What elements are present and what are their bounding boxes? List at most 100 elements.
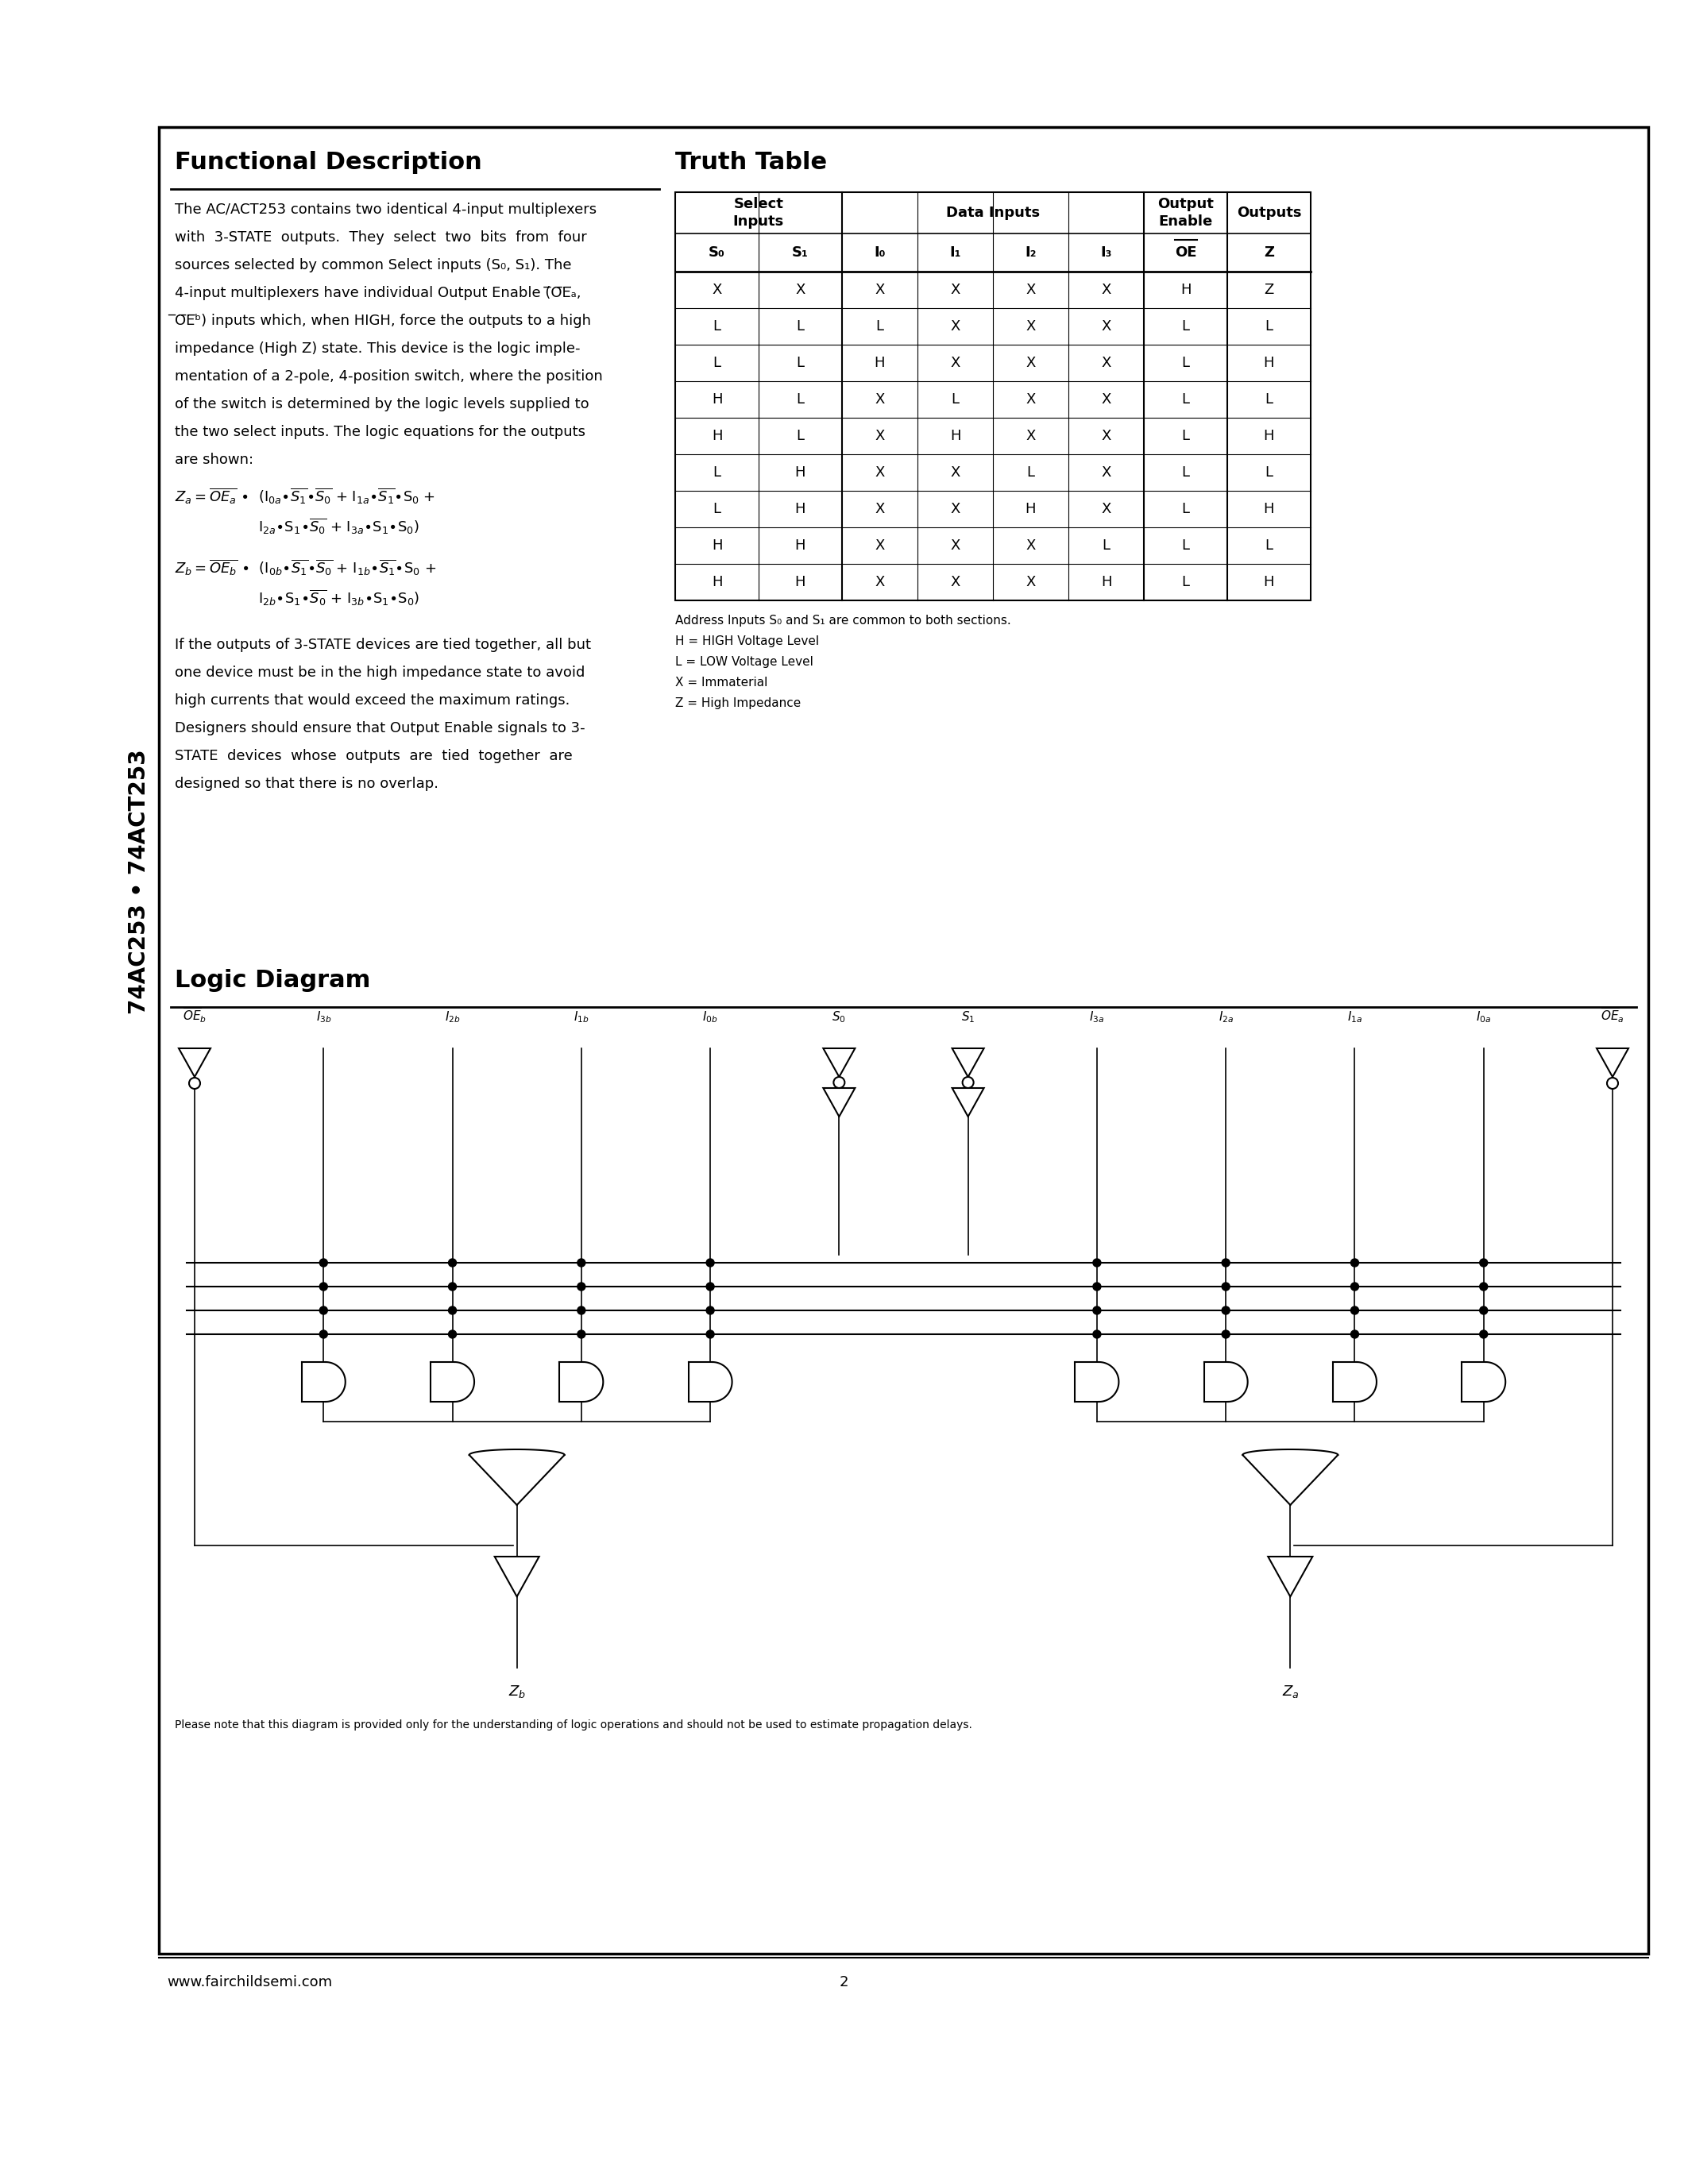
Text: H: H <box>1264 428 1274 443</box>
Text: high currents that would exceed the maximum ratings.: high currents that would exceed the maxi… <box>176 692 571 708</box>
Text: H: H <box>1264 356 1274 369</box>
Text: L: L <box>1264 539 1273 553</box>
Text: L: L <box>1182 539 1190 553</box>
Text: impedance (High Z) state. This device is the logic imple-: impedance (High Z) state. This device is… <box>176 341 581 356</box>
Text: L: L <box>797 428 803 443</box>
Text: X: X <box>874 502 885 515</box>
Text: I₃: I₃ <box>1101 245 1112 260</box>
Text: X: X <box>950 502 960 515</box>
Circle shape <box>834 1077 844 1088</box>
Circle shape <box>449 1306 456 1315</box>
Text: X = Immaterial: X = Immaterial <box>675 677 768 688</box>
Text: 4-input multiplexers have individual Output Enable (̅O̅E̅ₐ,: 4-input multiplexers have individual Out… <box>176 286 581 299</box>
Bar <box>675 192 1310 601</box>
Text: $I_{0b}$: $I_{0b}$ <box>702 1009 717 1024</box>
Text: If the outputs of 3-STATE devices are tied together, all but: If the outputs of 3-STATE devices are ti… <box>176 638 591 653</box>
Text: $\overline{OE}_b$: $\overline{OE}_b$ <box>182 1007 206 1024</box>
Text: X: X <box>1026 393 1036 406</box>
Text: S₁: S₁ <box>792 245 809 260</box>
Text: X: X <box>874 574 885 590</box>
Circle shape <box>1350 1258 1359 1267</box>
Text: L: L <box>712 319 721 334</box>
Text: X: X <box>1101 356 1111 369</box>
Text: L: L <box>1182 502 1190 515</box>
Text: Output
Enable: Output Enable <box>1158 197 1214 229</box>
Text: X: X <box>712 282 722 297</box>
Text: H: H <box>795 465 805 480</box>
Text: X: X <box>1101 428 1111 443</box>
Text: of the switch is determined by the logic levels supplied to: of the switch is determined by the logic… <box>176 397 589 411</box>
Text: the two select inputs. The logic equations for the outputs: the two select inputs. The logic equatio… <box>176 426 586 439</box>
Text: X: X <box>950 574 960 590</box>
Text: X: X <box>1026 319 1036 334</box>
Text: L: L <box>1182 574 1190 590</box>
Circle shape <box>1092 1330 1101 1339</box>
Text: X: X <box>1026 574 1036 590</box>
Circle shape <box>1350 1330 1359 1339</box>
Circle shape <box>1222 1330 1231 1339</box>
Text: X: X <box>874 465 885 480</box>
Text: L: L <box>797 319 803 334</box>
Polygon shape <box>824 1088 856 1116</box>
Text: H: H <box>795 574 805 590</box>
Text: H: H <box>712 539 722 553</box>
Circle shape <box>706 1282 714 1291</box>
Text: The AC/ACT253 contains two identical 4-input multiplexers: The AC/ACT253 contains two identical 4-i… <box>176 203 596 216</box>
Text: H: H <box>712 574 722 590</box>
Text: one device must be in the high impedance state to avoid: one device must be in the high impedance… <box>176 666 586 679</box>
Circle shape <box>1092 1282 1101 1291</box>
Text: X: X <box>950 319 960 334</box>
Text: I₁: I₁ <box>949 245 960 260</box>
Circle shape <box>577 1330 586 1339</box>
Text: I$_{2b}$$\bullet$S$_1$$\bullet$$\overline{S_0}$ + I$_{3b}$$\bullet$S$_1$$\bullet: I$_{2b}$$\bullet$S$_1$$\bullet$$\overlin… <box>258 587 420 607</box>
Bar <box>159 127 1647 1955</box>
Circle shape <box>577 1306 586 1315</box>
Text: STATE  devices  whose  outputs  are  tied  together  are: STATE devices whose outputs are tied tog… <box>176 749 572 762</box>
Text: $S_0$: $S_0$ <box>832 1009 846 1024</box>
Text: X: X <box>1101 465 1111 480</box>
Circle shape <box>577 1258 586 1267</box>
Text: L: L <box>1182 393 1190 406</box>
Text: H: H <box>950 428 960 443</box>
Text: H: H <box>1264 574 1274 590</box>
Text: L: L <box>876 319 885 334</box>
Text: L: L <box>797 393 803 406</box>
Text: H: H <box>712 393 722 406</box>
Text: ̅O̅E̅ᵇ) inputs which, when HIGH, force the outputs to a high: ̅O̅E̅ᵇ) inputs which, when HIGH, force t… <box>176 314 591 328</box>
Text: are shown:: are shown: <box>176 452 253 467</box>
Text: Z: Z <box>1264 282 1274 297</box>
Text: I$_{2a}$$\bullet$S$_1$$\bullet$$\overline{S_0}$ + I$_{3a}$$\bullet$S$_1$$\bullet: I$_{2a}$$\bullet$S$_1$$\bullet$$\overlin… <box>258 518 419 537</box>
Circle shape <box>1350 1306 1359 1315</box>
Polygon shape <box>1268 1557 1313 1597</box>
Circle shape <box>449 1282 456 1291</box>
Text: $Z_a$: $Z_a$ <box>1281 1684 1298 1699</box>
Text: $I_{0a}$: $I_{0a}$ <box>1475 1009 1491 1024</box>
Text: L: L <box>1102 539 1111 553</box>
Circle shape <box>319 1282 327 1291</box>
Text: X: X <box>874 393 885 406</box>
Circle shape <box>319 1258 327 1267</box>
Text: Outputs: Outputs <box>1237 205 1301 221</box>
Text: X: X <box>1026 282 1036 297</box>
Text: Designers should ensure that Output Enable signals to 3-: Designers should ensure that Output Enab… <box>176 721 586 736</box>
Text: H: H <box>795 539 805 553</box>
Text: Truth Table: Truth Table <box>675 151 827 175</box>
Text: Address Inputs S₀ and S₁ are common to both sections.: Address Inputs S₀ and S₁ are common to b… <box>675 614 1011 627</box>
Text: Functional Description: Functional Description <box>176 151 483 175</box>
Text: OE: OE <box>1175 245 1197 260</box>
Circle shape <box>962 1077 974 1088</box>
Circle shape <box>1222 1258 1231 1267</box>
Text: L: L <box>952 393 959 406</box>
Circle shape <box>1480 1306 1487 1315</box>
Text: L: L <box>712 502 721 515</box>
Text: L: L <box>712 356 721 369</box>
Text: L: L <box>1026 465 1035 480</box>
Text: X: X <box>1026 356 1036 369</box>
Polygon shape <box>952 1048 984 1077</box>
Text: S₀: S₀ <box>709 245 726 260</box>
Text: L = LOW Voltage Level: L = LOW Voltage Level <box>675 655 814 668</box>
Polygon shape <box>824 1048 856 1077</box>
Circle shape <box>1092 1306 1101 1315</box>
Text: Data Inputs: Data Inputs <box>945 205 1040 221</box>
Text: H: H <box>712 428 722 443</box>
